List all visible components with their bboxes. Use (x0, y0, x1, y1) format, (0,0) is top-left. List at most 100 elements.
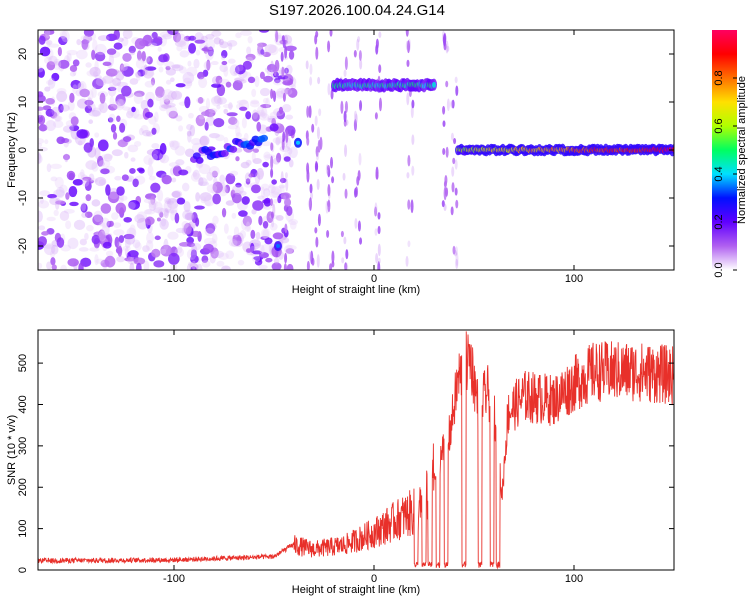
noise-speck (279, 185, 285, 195)
noise-speck (182, 209, 194, 221)
noise-speck (233, 77, 245, 82)
noise-speck (231, 240, 243, 248)
vertical-smear (306, 105, 310, 118)
noise-speck (242, 215, 253, 227)
noise-speck (208, 108, 218, 114)
noise-speck (221, 207, 227, 218)
vertical-smear (271, 219, 275, 228)
noise-speck (190, 172, 202, 182)
noise-speck (165, 68, 177, 76)
noise-speck (51, 106, 61, 117)
noise-speck (208, 133, 221, 139)
noise-speck (213, 117, 225, 128)
vertical-smear (375, 171, 379, 180)
vertical-smear (318, 108, 322, 117)
noise-speck (124, 257, 136, 262)
noise-speck (195, 49, 201, 56)
noise-speck (66, 52, 72, 62)
noise-speck (160, 244, 172, 257)
noise-speck (232, 80, 243, 91)
noise-speck (234, 64, 246, 75)
noise-speck (200, 196, 207, 204)
noise-speck (132, 178, 139, 188)
noise-speck (106, 48, 117, 55)
noise-speck (122, 52, 132, 62)
noise-speck (163, 208, 169, 219)
noise-speck (78, 262, 84, 270)
noise-speck (212, 181, 223, 194)
noise-speck (84, 99, 94, 106)
noise-speck (94, 147, 101, 160)
noise-speck (289, 146, 298, 159)
noise-speck (275, 137, 281, 146)
noise-speck (83, 30, 94, 37)
noise-speck (238, 210, 248, 217)
vertical-smear (345, 262, 349, 270)
noise-speck (178, 169, 189, 176)
noise-speck (104, 255, 116, 268)
noise-speck (116, 255, 126, 263)
spectrogram-xtick-label: 0 (371, 273, 377, 285)
noise-speck (58, 103, 64, 113)
noise-speck (167, 197, 179, 210)
noise-speck (234, 119, 240, 127)
noise-speck (262, 161, 269, 168)
noise-speck (262, 220, 269, 229)
segment-blob (229, 145, 238, 153)
noise-speck (226, 40, 238, 47)
noise-speck (251, 255, 261, 263)
noise-speck (82, 176, 92, 181)
noise-speck (175, 159, 185, 166)
vertical-smear (284, 223, 288, 234)
noise-speck (69, 123, 74, 134)
noise-speck (135, 71, 141, 82)
noise-speck (254, 75, 260, 88)
noise-speck (144, 80, 155, 88)
noise-speck (245, 248, 252, 253)
snr-series-line (37, 331, 675, 570)
noise-speck (241, 196, 250, 205)
noise-speck (99, 102, 108, 114)
noise-speck (191, 230, 201, 238)
noise-speck (72, 179, 84, 186)
noise-speck (109, 69, 120, 74)
noise-speck (80, 202, 87, 212)
noise-speck (258, 215, 263, 226)
noise-speck (254, 172, 261, 185)
noise-speck (81, 38, 89, 50)
noise-speck (150, 77, 156, 86)
noise-speck (167, 200, 174, 205)
noise-speck (49, 197, 61, 206)
noise-speck (46, 61, 56, 71)
vertical-smear (342, 172, 346, 181)
noise-speck (105, 250, 114, 257)
noise-speck (251, 112, 260, 122)
noise-speck (50, 250, 55, 258)
vertical-smear (327, 40, 331, 53)
noise-speck (100, 161, 105, 167)
noise-speck (97, 155, 104, 167)
noise-speck (190, 254, 199, 264)
noise-speck (119, 122, 126, 133)
noise-speck (72, 59, 80, 67)
noise-speck (204, 121, 209, 131)
noise-speck (119, 63, 125, 73)
noise-speck (153, 260, 165, 268)
noise-speck (118, 197, 124, 203)
noise-speck (194, 39, 206, 44)
noise-speck (203, 237, 216, 245)
noise-speck (263, 151, 271, 161)
noise-speck (199, 135, 208, 148)
noise-speck (45, 30, 51, 39)
noise-speck (211, 30, 222, 37)
noise-speck (186, 124, 193, 131)
noise-speck (43, 30, 55, 36)
noise-speck (197, 96, 204, 104)
noise-speck (116, 186, 125, 196)
noise-speck (98, 179, 106, 186)
colorbar-label: Normalized spectral amplitude (736, 76, 748, 224)
noise-speck (181, 182, 190, 192)
vertical-smear (329, 30, 333, 37)
noise-speck (93, 210, 103, 223)
